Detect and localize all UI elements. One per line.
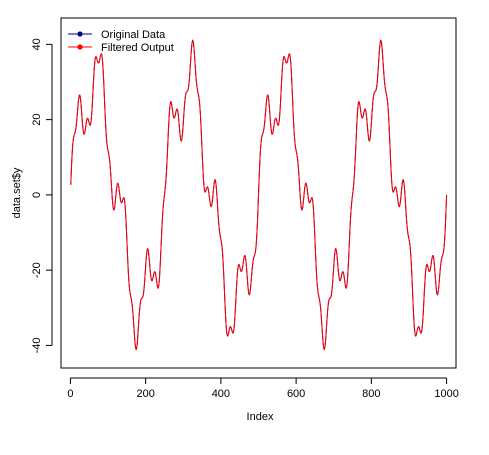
x-tick-label: 800 [362,388,380,400]
x-tick-label: 1000 [434,388,458,400]
y-tick-label: -40 [31,337,43,353]
legend-marker-original [77,31,83,37]
legend-entry-filtered: Filtered Output [68,42,174,54]
x-tick-label: 200 [136,388,154,400]
y-tick-label: 20 [31,113,43,125]
y-tick-label: 0 [31,192,43,198]
x-tick-label: 600 [287,388,305,400]
x-axis: 0 200 400 600 800 1000 [67,377,459,400]
legend-entry-original: Original Data [68,29,166,41]
legend-label-original: Original Data [101,29,166,41]
x-tick-label: 400 [212,388,230,400]
legend-label-filtered: Filtered Output [101,42,174,54]
x-axis-title: Index [247,411,274,423]
y-axis-title: data.set$y [11,167,23,218]
legend-marker-filtered [77,44,83,50]
y-tick-label: 40 [31,38,43,50]
series-layer [70,39,448,351]
legend: Original Data Filtered Output [68,29,174,54]
plot-frame [60,17,457,369]
y-tick-label: -20 [31,262,43,278]
series-line-filtered [70,39,448,351]
x-tick-label: 0 [67,388,73,400]
y-axis: -40 -20 0 20 40 [31,38,53,353]
